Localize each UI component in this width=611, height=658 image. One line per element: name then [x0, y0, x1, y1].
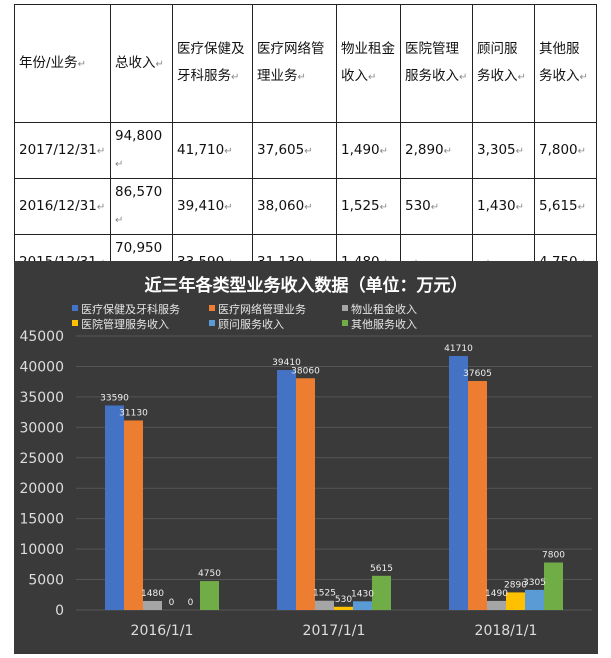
header-cell-consulting: 顾问服务收入↵ — [472, 4, 535, 123]
table-cell: 2016/12/31↵ — [14, 178, 111, 235]
legend-label: 医疗保健及牙科服务 — [81, 302, 180, 316]
data-label: 1490 — [485, 589, 508, 599]
bar — [468, 381, 487, 610]
header-cell-healthcare: 医疗保健及牙科服务↵ — [172, 4, 253, 123]
y-tick-label: 15000 — [19, 512, 64, 528]
bar — [277, 370, 296, 610]
bar — [315, 600, 334, 610]
table-row: 2017/12/31↵ 94,800↵ 41,710↵ 37,605↵ 1,49… — [14, 122, 597, 179]
bar — [105, 405, 124, 610]
data-label: 4750 — [198, 569, 221, 579]
table-cell: 1,525↵ — [336, 178, 401, 235]
legend-label: 顾问服务收入 — [218, 317, 284, 331]
table-cell: 7,800↵ — [534, 122, 597, 179]
table-cell: 1,430↵ — [472, 178, 535, 235]
y-tick-label: 10000 — [19, 542, 64, 558]
data-label: 1480 — [141, 589, 164, 599]
y-axis: 0 5000 10000 15000 20000 25000 30000 35000 40000… — [19, 329, 64, 619]
data-label: 2890 — [504, 580, 527, 590]
legend-label: 其他服务收入 — [351, 317, 417, 331]
table-cell: 37,605↵ — [252, 122, 337, 179]
bar — [487, 600, 506, 610]
legend-swatch — [342, 320, 348, 326]
data-label: 3305 — [523, 578, 546, 588]
chart-bars — [105, 356, 563, 610]
legend-swatch — [72, 320, 78, 326]
legend-swatch — [209, 305, 215, 311]
legend-label: 医院管理服务收入 — [81, 317, 169, 331]
y-tick-label: 35000 — [19, 390, 64, 406]
table-cell: 530↵ — [400, 178, 473, 235]
table-cell: 5,615↵ — [534, 178, 597, 235]
revenue-table: 年份/业务↵ 总收入↵ 医疗保健及牙科服务↵ 医疗网络管理业务↵ 物业租金收入↵… — [14, 4, 597, 291]
bar — [296, 378, 315, 610]
table-cell: 41,710↵ — [172, 122, 253, 179]
chart-title: 近三年各类型业务收入数据（单位：万元） — [145, 275, 468, 296]
header-cell-network: 医疗网络管理业务↵ — [252, 4, 337, 123]
bar — [449, 356, 468, 610]
legend-swatch — [72, 305, 78, 311]
data-label: 0 — [188, 598, 194, 608]
header-cell-rent: 物业租金收入↵ — [336, 4, 401, 123]
y-tick-label: 5000 — [28, 573, 64, 589]
table-cell: 94,800↵ — [110, 122, 173, 179]
bar — [143, 600, 162, 610]
bar — [544, 562, 563, 610]
header-cell-hospital-mgmt: 医院管理服务收入↵ — [400, 4, 473, 123]
table-row: 2016/12/31↵ 86,570↵ 39,410↵ 38,060↵ 1,52… — [14, 178, 597, 235]
x-tick-label: 2017/1/1 — [303, 623, 366, 639]
table-cell: 38,060↵ — [252, 178, 337, 235]
data-label: 39410 — [272, 358, 301, 368]
y-tick-label: 20000 — [19, 481, 64, 497]
revenue-chart-container: 近三年各类型业务收入数据（单位：万元） 医疗保健及牙科服务 医疗网络管理业务 物业租… — [14, 261, 598, 654]
header-cell-other: 其他服务收入↵ — [534, 4, 597, 123]
data-label: 1525 — [313, 589, 336, 599]
y-tick-label: 40000 — [19, 359, 64, 375]
y-tick-label: 45000 — [19, 329, 64, 345]
data-label: 530 — [335, 595, 352, 605]
revenue-bar-chart: 近三年各类型业务收入数据（单位：万元） 医疗保健及牙科服务 医疗网络管理业务 物业租… — [14, 261, 598, 654]
data-label: 1430 — [351, 589, 374, 599]
table-header-row: 年份/业务↵ 总收入↵ 医疗保健及牙科服务↵ 医疗网络管理业务↵ 物业租金收入↵… — [14, 4, 597, 123]
bar — [334, 606, 353, 610]
legend-label: 物业租金收入 — [351, 302, 417, 316]
bar — [200, 581, 219, 610]
table-cell: 86,570↵ — [110, 178, 173, 235]
bar — [525, 589, 544, 610]
data-label: 7800 — [542, 551, 565, 561]
data-label: 41710 — [444, 344, 473, 354]
x-tick-label: 2016/1/1 — [131, 623, 194, 639]
data-label: 38060 — [291, 366, 320, 376]
table-cell: 2017/12/31↵ — [14, 122, 111, 179]
table-cell: 39,410↵ — [172, 178, 253, 235]
bar — [124, 420, 143, 610]
bar — [506, 592, 525, 610]
revenue-table-container: 年份/业务↵ 总收入↵ 医疗保健及牙科服务↵ 医疗网络管理业务↵ 物业租金收入↵… — [14, 4, 597, 291]
data-label: 33590 — [100, 393, 129, 403]
header-cell-total: 总收入↵ — [110, 4, 173, 123]
table-cell: 3,305↵ — [472, 122, 535, 179]
y-tick-label: 25000 — [19, 451, 64, 467]
table-cell: 2,890↵ — [400, 122, 473, 179]
data-label: 37605 — [463, 369, 492, 379]
data-label: 5615 — [370, 564, 393, 574]
table-cell: 1,490↵ — [336, 122, 401, 179]
header-cell-year: 年份/业务↵ — [14, 4, 111, 123]
legend-label: 医疗网络管理业务 — [218, 302, 306, 316]
data-label: 31130 — [119, 408, 148, 418]
x-tick-label: 2018/1/1 — [475, 623, 538, 639]
bar — [372, 575, 391, 610]
y-tick-label: 30000 — [19, 420, 64, 436]
legend-swatch — [209, 320, 215, 326]
data-label: 0 — [169, 598, 175, 608]
legend-swatch — [342, 305, 348, 311]
x-axis: 2016/1/1 2017/1/1 2018/1/1 — [131, 623, 538, 639]
y-tick-label: 0 — [55, 603, 64, 619]
bar — [353, 601, 372, 610]
